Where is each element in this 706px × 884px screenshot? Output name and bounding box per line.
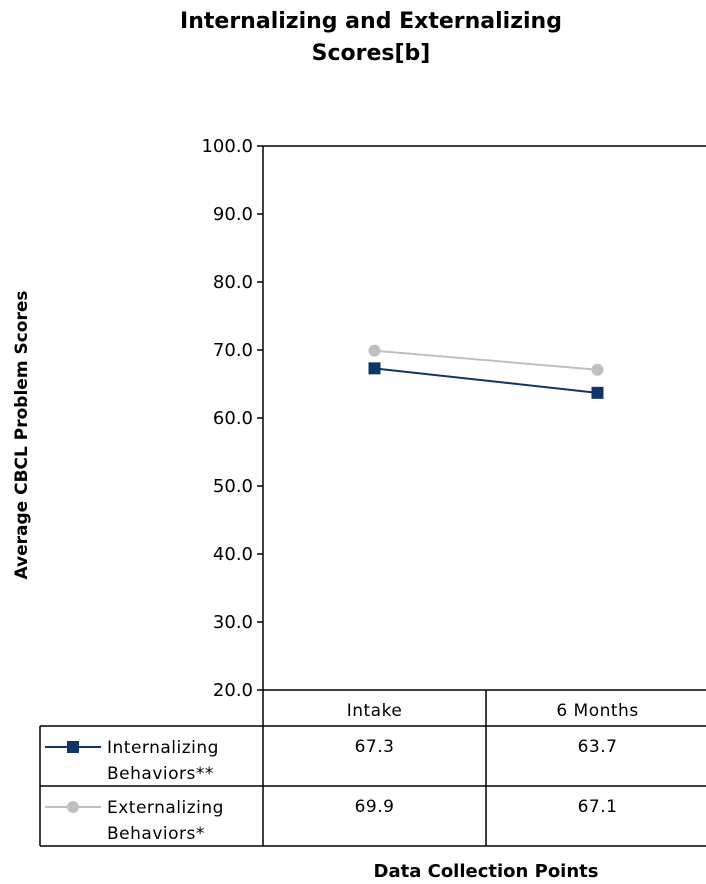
data-point-marker	[368, 362, 381, 375]
data-value-label: 67.3	[355, 737, 395, 757]
y-tick-label: 100.0	[201, 136, 253, 157]
x-axis-label: Data Collection Points	[373, 861, 599, 882]
legend-entry-label: Behaviors**	[107, 764, 214, 784]
data-value-label: 69.9	[355, 797, 395, 817]
y-tick-label: 50.0	[213, 476, 253, 497]
data-table: Intake 6 Months Internalizing Behaviors** 67…	[39, 689, 706, 847]
legend-key-marker	[67, 741, 79, 753]
y-tick-label: 70.0	[213, 340, 253, 361]
y-tick-label: 90.0	[213, 204, 253, 225]
series-line-0	[374, 367, 598, 394]
plot-frame	[262, 145, 706, 690]
legend-key-marker	[67, 801, 79, 813]
x-tick-label: Intake	[347, 701, 403, 721]
y-tick-label: 20.0	[213, 680, 253, 701]
data-value-label: 63.7	[578, 737, 618, 757]
y-ticks: 100.0 90.0 80.0 70.0 60.0 50.0 40.0 30.0 20.0	[201, 136, 263, 701]
data-point-marker	[591, 386, 604, 399]
y-tick-label: 30.0	[213, 612, 253, 633]
series-line-1	[374, 349, 598, 371]
legend-entry-label: Internalizing	[107, 738, 219, 758]
legend-entry-label: Externalizing	[107, 798, 224, 818]
y-tick-label: 40.0	[213, 544, 253, 565]
chart-title: Internalizing and Externalizing Scores[b…	[180, 9, 562, 66]
data-value-label: 67.1	[578, 797, 618, 817]
data-point-marker	[368, 344, 381, 357]
y-tick-label: 60.0	[213, 408, 253, 429]
x-tick-label: 6 Months	[556, 701, 638, 721]
data-point-marker	[591, 363, 604, 376]
y-tick-label: 80.0	[213, 272, 253, 293]
series-lines	[374, 349, 598, 394]
legend-entry-label: Behaviors*	[107, 824, 205, 844]
series-markers	[368, 344, 604, 399]
